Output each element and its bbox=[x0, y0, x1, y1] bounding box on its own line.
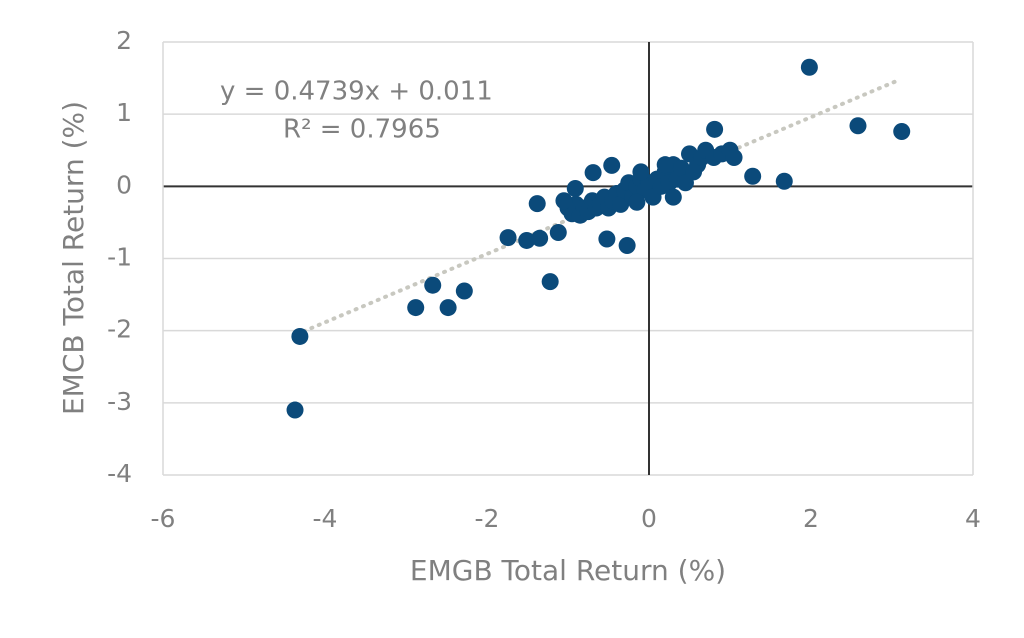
point bbox=[286, 401, 304, 419]
point bbox=[618, 237, 636, 255]
point bbox=[632, 163, 650, 181]
x-tick-label: -4 bbox=[313, 504, 338, 533]
point bbox=[555, 192, 573, 210]
point bbox=[775, 172, 793, 190]
y-axis-title: EMCB Total Return (%) bbox=[57, 101, 90, 415]
y-tick-label: -2 bbox=[107, 315, 132, 344]
point bbox=[541, 273, 559, 291]
point bbox=[566, 179, 584, 197]
y-tick-label: -3 bbox=[107, 387, 132, 416]
y-tick-label: -4 bbox=[107, 459, 132, 488]
point bbox=[893, 122, 911, 140]
point bbox=[598, 230, 616, 248]
x-tick-label: 0 bbox=[641, 504, 657, 533]
point bbox=[424, 276, 442, 294]
point bbox=[744, 167, 762, 185]
point bbox=[455, 282, 473, 300]
point bbox=[603, 156, 621, 174]
point bbox=[664, 188, 682, 206]
point bbox=[628, 193, 646, 211]
x-tick-label: -2 bbox=[475, 504, 500, 533]
x-tick-label: 2 bbox=[803, 504, 819, 533]
x-tick-label: -6 bbox=[151, 504, 176, 533]
y-tick-label: 0 bbox=[116, 170, 132, 199]
point bbox=[499, 229, 517, 247]
point bbox=[528, 195, 546, 213]
point bbox=[584, 164, 602, 182]
point bbox=[439, 299, 457, 317]
point bbox=[706, 120, 724, 138]
point bbox=[656, 156, 674, 174]
x-axis-title: EMGB Total Return (%) bbox=[410, 554, 726, 587]
r-squared: R² = 0.7965 bbox=[283, 115, 441, 145]
point bbox=[725, 148, 743, 166]
point bbox=[800, 58, 818, 76]
point bbox=[531, 229, 549, 247]
point bbox=[407, 299, 425, 317]
y-tick-label: -1 bbox=[107, 243, 132, 272]
point bbox=[291, 327, 309, 345]
y-tick-label: 2 bbox=[116, 26, 132, 55]
trend-equation: y = 0.4739x + 0.011 bbox=[220, 77, 493, 107]
point bbox=[549, 224, 567, 242]
x-tick-label: 4 bbox=[965, 504, 981, 533]
point bbox=[518, 231, 536, 249]
y-tick-label: 1 bbox=[116, 98, 132, 127]
point bbox=[849, 117, 867, 135]
